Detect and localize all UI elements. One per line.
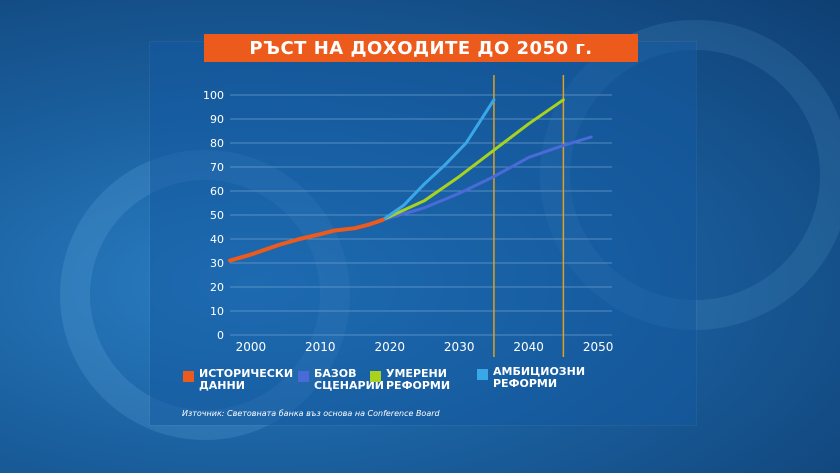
source-note: Източник: Световната банка въз основа на… xyxy=(182,409,440,418)
y-tick-label: 60 xyxy=(210,185,224,198)
chart-panel xyxy=(150,42,696,425)
x-tick-label: 2010 xyxy=(305,340,336,354)
y-tick-label: 30 xyxy=(210,257,224,270)
legend-swatch xyxy=(370,371,381,382)
grid-layer xyxy=(230,94,612,336)
legend-label: АМБИЦИОЗНИ РЕФОРМИ xyxy=(493,365,586,390)
legend-label: УМЕРЕНИ РЕФОРМИ xyxy=(386,367,451,392)
y-tick-label: 80 xyxy=(210,137,224,150)
series-line-4 xyxy=(381,98,496,222)
legend-label: ИСТОРИЧЕСКИ ДАННИ xyxy=(199,367,294,392)
x-tick-layer: 2000 2010 2020 2030 2040 2050 xyxy=(236,340,614,354)
y-tick-label: 40 xyxy=(210,233,224,246)
y-tick-label: 50 xyxy=(210,209,224,222)
legend-swatch xyxy=(183,371,194,382)
legend-swatch xyxy=(477,369,488,380)
y-tick-label: 100 xyxy=(203,89,224,102)
legend-item: УМЕРЕНИ РЕФОРМИ xyxy=(370,368,471,392)
y-tick-label: 90 xyxy=(210,113,224,126)
legend-label: БАЗОВ СЦЕНАРИЙ xyxy=(314,367,384,392)
x-tick-label: 2000 xyxy=(236,340,267,354)
x-tick-label: 2050 xyxy=(583,340,614,354)
x-tick-label: 2030 xyxy=(444,340,475,354)
x-tick-label: 2040 xyxy=(513,340,544,354)
chart-title: РЪСТ НА ДОХОДИТЕ ДО 2050 г. xyxy=(204,34,638,62)
legend-item: АМБИЦИОЗНИ РЕФОРМИ xyxy=(477,366,593,390)
y-tick-label: 10 xyxy=(210,305,224,318)
legend-item: БАЗОВ СЦЕНАРИЙ xyxy=(298,367,384,392)
legend-swatch xyxy=(298,371,309,382)
y-tick-label: 20 xyxy=(210,281,224,294)
series-layer xyxy=(228,98,593,263)
legend-item: ИСТОРИЧЕСКИ ДАННИ xyxy=(183,367,294,392)
series-line-2 xyxy=(381,135,593,222)
x-tick-label: 2020 xyxy=(374,340,405,354)
y-tick-layer: 0 10 20 30 40 50 60 70 80 90 100 xyxy=(203,89,224,342)
y-tick-label: 70 xyxy=(210,161,224,174)
marker-layer xyxy=(493,75,565,357)
series-line-3 xyxy=(381,98,565,222)
series-line-1 xyxy=(228,217,385,263)
y-tick-label: 0 xyxy=(217,329,224,342)
